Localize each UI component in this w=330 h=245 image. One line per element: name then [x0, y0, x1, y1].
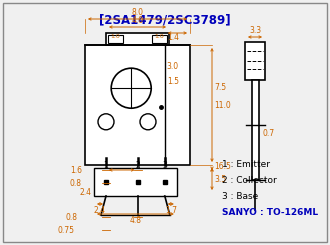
Text: 3 : Base: 3 : Base — [222, 192, 258, 201]
Text: 1 : Emitter: 1 : Emitter — [222, 160, 270, 169]
Bar — [108, 35, 123, 43]
Bar — [85, 45, 190, 165]
Text: 0.8: 0.8 — [70, 179, 82, 187]
Text: 0.8: 0.8 — [65, 212, 77, 221]
Text: 2.4: 2.4 — [80, 187, 92, 196]
Text: 7.5: 7.5 — [214, 83, 226, 91]
Text: 16.5: 16.5 — [214, 162, 231, 171]
Text: 2 : Collector: 2 : Collector — [222, 176, 277, 185]
Text: SANYO : TO-126ML: SANYO : TO-126ML — [222, 208, 318, 217]
Text: 1: 1 — [104, 161, 108, 170]
Text: 2.4: 2.4 — [94, 206, 106, 215]
Text: 3.3: 3.3 — [249, 26, 261, 35]
Bar — [251, 80, 258, 180]
Text: 1.0: 1.0 — [155, 34, 165, 39]
Text: 1.7: 1.7 — [165, 206, 177, 215]
Text: 0.75: 0.75 — [57, 225, 74, 234]
Bar — [245, 42, 265, 80]
Bar — [94, 168, 177, 196]
Bar — [106, 33, 169, 45]
Text: 1.5: 1.5 — [167, 76, 179, 86]
Text: [2SA1479/2SC3789]: [2SA1479/2SC3789] — [99, 13, 231, 26]
Text: 1.0: 1.0 — [111, 34, 120, 39]
Text: 0.7: 0.7 — [262, 128, 275, 137]
Text: 4.8: 4.8 — [129, 216, 141, 225]
Text: 11.0: 11.0 — [214, 100, 231, 110]
Text: 2: 2 — [135, 161, 140, 170]
Text: 1.4: 1.4 — [167, 33, 179, 41]
Text: 4.0: 4.0 — [131, 16, 144, 25]
Text: 3.5: 3.5 — [214, 174, 226, 184]
Text: 1.6: 1.6 — [70, 166, 82, 174]
Text: 3: 3 — [162, 161, 167, 170]
Text: 3.0: 3.0 — [167, 62, 179, 71]
Bar — [152, 35, 167, 43]
Text: 8.0: 8.0 — [131, 8, 144, 17]
